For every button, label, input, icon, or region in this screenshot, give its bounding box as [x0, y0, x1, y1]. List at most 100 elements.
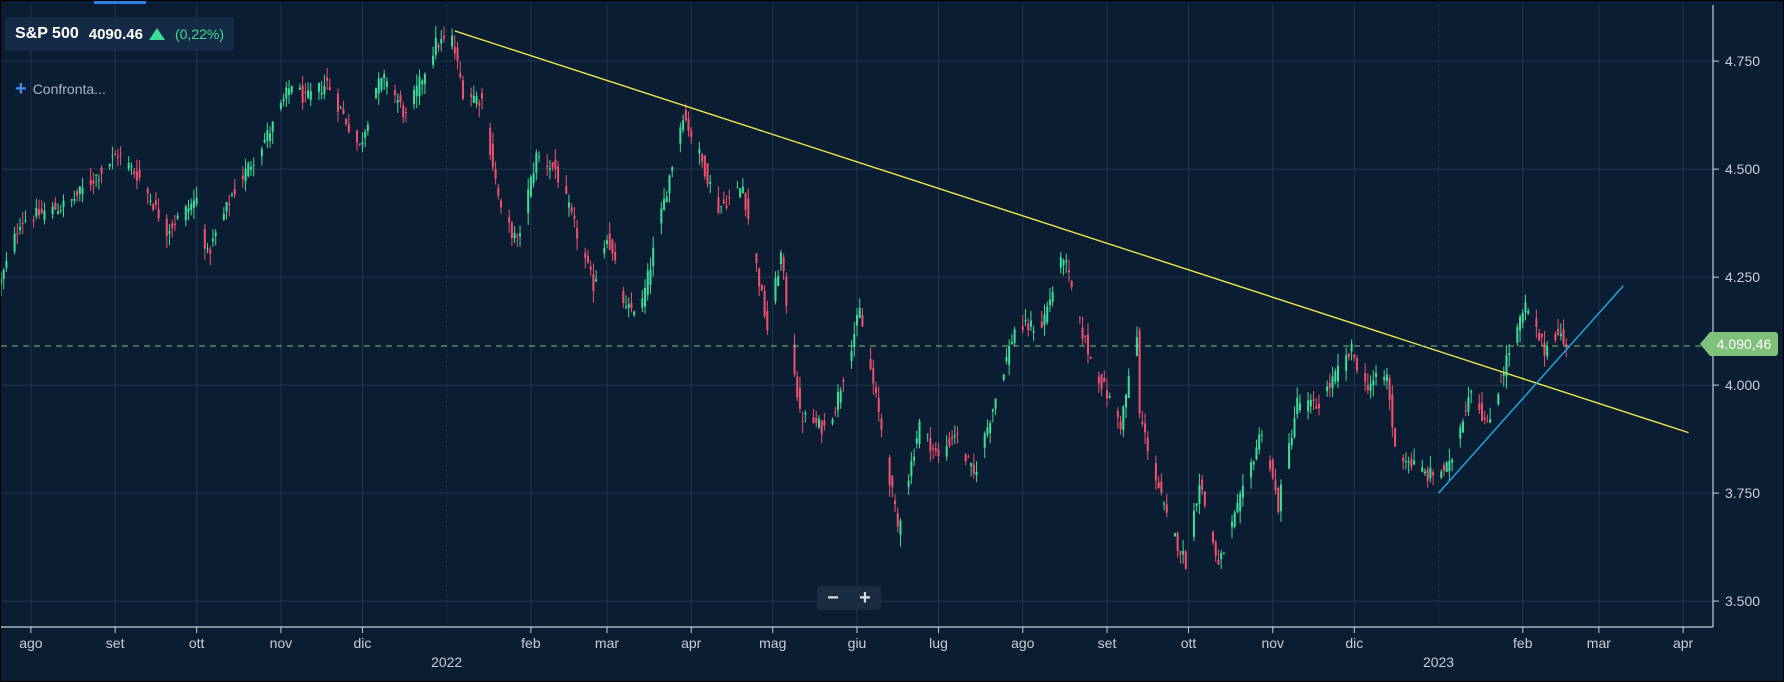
candle-up	[1445, 462, 1448, 473]
candle-down	[755, 253, 758, 263]
y-tick-label: 3.750	[1725, 485, 1760, 501]
candle-up	[989, 423, 992, 434]
x-tick-label: feb	[521, 635, 541, 651]
candle-up	[111, 156, 114, 158]
candle-up	[222, 213, 225, 220]
candle-down	[38, 209, 41, 216]
x-tick-label: ago	[19, 635, 43, 651]
candle-up	[1375, 373, 1378, 378]
candle-down	[355, 130, 359, 143]
candle-down	[1160, 481, 1163, 493]
candle-down	[1027, 323, 1030, 331]
candle-down	[763, 291, 766, 317]
x-tick-label: feb	[1513, 635, 1533, 651]
candle-down	[823, 420, 826, 426]
candle-up	[850, 350, 853, 361]
candle-up	[366, 124, 369, 131]
candle-down	[336, 93, 339, 112]
candle-down	[1103, 378, 1106, 383]
candle-up	[1413, 460, 1416, 465]
candle-down	[1021, 326, 1024, 330]
candle-down	[119, 154, 122, 156]
candle-up	[1290, 438, 1293, 446]
candle-down	[203, 228, 206, 249]
candle-down	[861, 315, 864, 327]
candle-up	[1459, 427, 1462, 439]
candle-up	[777, 275, 780, 286]
candle-up	[736, 187, 739, 189]
candle-up	[1508, 353, 1511, 356]
compare-label: Confronta...	[32, 81, 106, 97]
candle-down	[576, 228, 579, 239]
candle-up	[739, 188, 742, 198]
candle-down	[880, 418, 883, 430]
candle-up	[1369, 383, 1372, 391]
candle-down	[570, 207, 573, 212]
candle-down	[608, 233, 611, 250]
candle-down	[554, 159, 557, 170]
year-label: 2023	[1423, 654, 1454, 670]
candle-down	[342, 108, 345, 114]
candle-down	[614, 252, 617, 261]
candle-up	[671, 167, 674, 171]
candle-up	[309, 91, 312, 101]
x-tick-label: set	[106, 635, 125, 651]
candle-down	[171, 223, 174, 228]
candle-up	[320, 92, 323, 95]
candle-up	[519, 233, 522, 237]
candle-up	[1527, 310, 1530, 314]
candle-up	[225, 202, 228, 212]
candle-up	[663, 198, 666, 211]
candle-up	[1236, 502, 1239, 513]
candle-down	[796, 376, 799, 398]
candle-up	[271, 121, 274, 132]
candle-up	[260, 149, 263, 157]
candle-up	[1307, 400, 1310, 412]
candle-down	[100, 167, 103, 174]
candle-down	[1100, 374, 1103, 389]
candle-down	[437, 44, 440, 48]
y-tick-label: 3.500	[1725, 593, 1760, 609]
y-axis: 4.750 4.500 4.250 4.000 3.750 3.500	[1713, 53, 1760, 609]
candle-down	[54, 202, 57, 210]
trendlines[interactable]	[454, 30, 1689, 494]
candle-down	[1157, 481, 1160, 489]
candle-down	[1394, 427, 1397, 447]
candle-up	[1440, 471, 1443, 478]
candle-down	[557, 166, 560, 183]
year-label: 2022	[431, 654, 462, 670]
candle-up	[548, 168, 551, 170]
candle-up	[831, 419, 834, 424]
zoom-in-button[interactable]: +	[859, 587, 871, 609]
candle-down	[1078, 317, 1081, 319]
candle-down	[611, 239, 614, 254]
candle-down	[116, 156, 119, 158]
candle-down	[228, 203, 231, 206]
candle-down	[40, 208, 43, 213]
candle-up	[1198, 485, 1201, 504]
zoom-out-button[interactable]: −	[827, 587, 839, 609]
compare-button[interactable]: + Confronta...	[15, 79, 106, 99]
candle-up	[1407, 461, 1410, 463]
resistance-trendline[interactable]	[454, 30, 1689, 434]
quote-header: S&P 500 4090.46 (0,22%)	[5, 17, 235, 51]
candle-down	[951, 436, 954, 439]
candle-down	[1317, 403, 1320, 409]
candle-down	[173, 223, 176, 225]
candle-down	[146, 188, 149, 194]
y-tick-label: 4.250	[1725, 269, 1760, 285]
candle-up	[1489, 419, 1492, 423]
candle-down	[1211, 531, 1215, 543]
candle-up	[190, 203, 193, 211]
support-trendline[interactable]	[1438, 285, 1624, 494]
candle-down	[972, 464, 975, 474]
candle-up	[983, 433, 986, 448]
candle-up	[1559, 333, 1562, 337]
candle-up	[1309, 399, 1312, 407]
candle-down	[877, 397, 880, 412]
candle-up	[605, 240, 609, 244]
candle-up	[1173, 533, 1176, 537]
x-tick-label: apr	[1673, 635, 1694, 651]
candle-up	[1192, 510, 1195, 537]
